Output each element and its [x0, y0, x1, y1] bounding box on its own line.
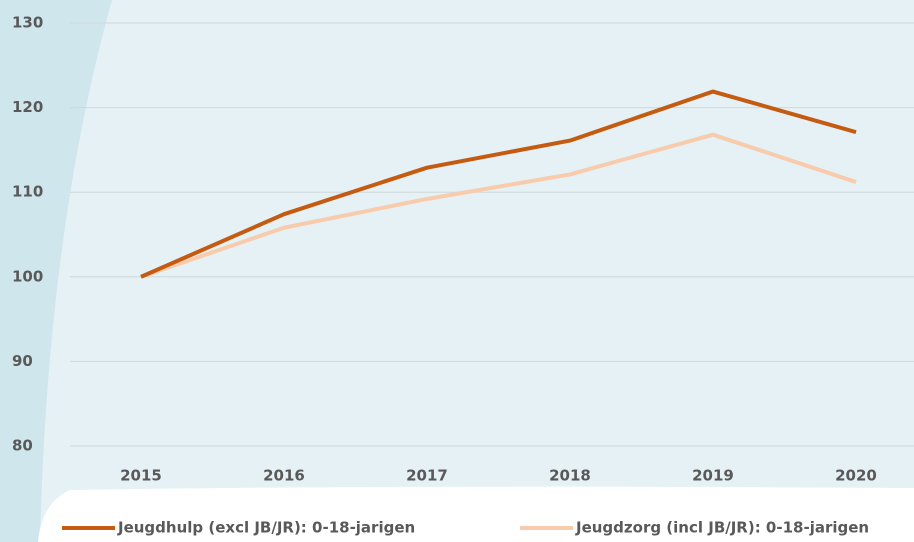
decor-footer — [38, 486, 914, 542]
y-tick-label: 130 — [12, 14, 43, 32]
decor-shape — [0, 0, 112, 542]
x-tick-label: 2016 — [263, 467, 305, 485]
x-tick-label: 2015 — [120, 467, 162, 485]
x-tick-label: 2019 — [692, 467, 734, 485]
x-tick-label: 2018 — [549, 467, 591, 485]
y-tick-label: 80 — [12, 437, 33, 455]
legend-label: Jeugdhulp (excl JB/JR): 0-18-jarigen — [117, 519, 415, 537]
y-tick-label: 90 — [12, 352, 33, 370]
y-tick-label: 120 — [12, 98, 43, 116]
x-tick-label: 2017 — [406, 467, 448, 485]
legend-label: Jeugdzorg (incl JB/JR): 0-18-jarigen — [575, 519, 869, 537]
series-line — [140, 132, 857, 279]
y-tick-label: 100 — [12, 267, 43, 285]
x-tick-label: 2020 — [835, 467, 877, 485]
series-line — [140, 89, 857, 279]
y-tick-label: 110 — [12, 183, 43, 201]
